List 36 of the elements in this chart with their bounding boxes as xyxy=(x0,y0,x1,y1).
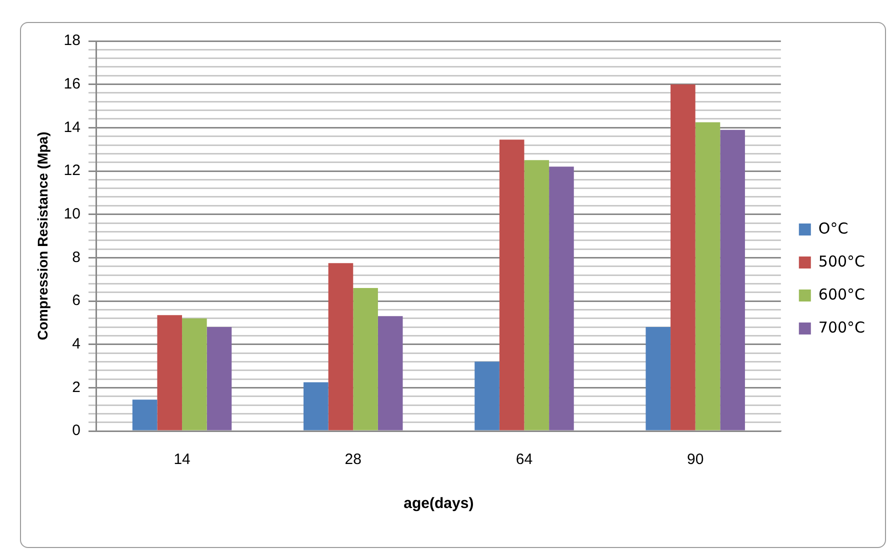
x-axis-title: age(days) xyxy=(404,495,474,512)
bar xyxy=(499,140,524,430)
legend-label: 500°C xyxy=(818,252,866,270)
y-axis-title: Compression Resistance (Mpa) xyxy=(34,132,50,340)
bar xyxy=(157,315,182,430)
bar xyxy=(720,130,745,430)
bar xyxy=(304,382,328,430)
y-tick-label: 14 xyxy=(64,118,80,136)
bar xyxy=(474,362,500,430)
y-tick-label: 16 xyxy=(64,75,80,92)
bar xyxy=(646,327,671,430)
bar xyxy=(132,400,158,430)
bar xyxy=(549,166,574,430)
y-tick-label: 0 xyxy=(72,422,80,440)
y-tick-label: 8 xyxy=(72,248,80,266)
bar xyxy=(524,160,550,430)
y-tick-label: 6 xyxy=(72,292,80,310)
y-tick-label: 4 xyxy=(72,335,80,352)
bar xyxy=(353,288,378,430)
y-tick-label: 12 xyxy=(64,162,80,180)
legend-label: 700°C xyxy=(818,318,866,336)
y-tick-label: 18 xyxy=(64,32,80,50)
y-tick-label: 2 xyxy=(72,378,80,396)
x-tick-label: 64 xyxy=(516,451,533,468)
bar xyxy=(378,316,403,430)
x-tick-label: 28 xyxy=(344,451,362,468)
y-tick-label: 10 xyxy=(64,205,80,222)
bar xyxy=(670,84,696,430)
legend-label: O°C xyxy=(818,219,848,238)
bar xyxy=(206,327,232,430)
x-tick-label: 14 xyxy=(174,451,190,468)
bar xyxy=(695,122,720,430)
x-tick-label: 90 xyxy=(687,451,704,468)
bar xyxy=(328,263,354,430)
legend-label: 600°C xyxy=(818,285,866,304)
bar xyxy=(182,318,207,430)
